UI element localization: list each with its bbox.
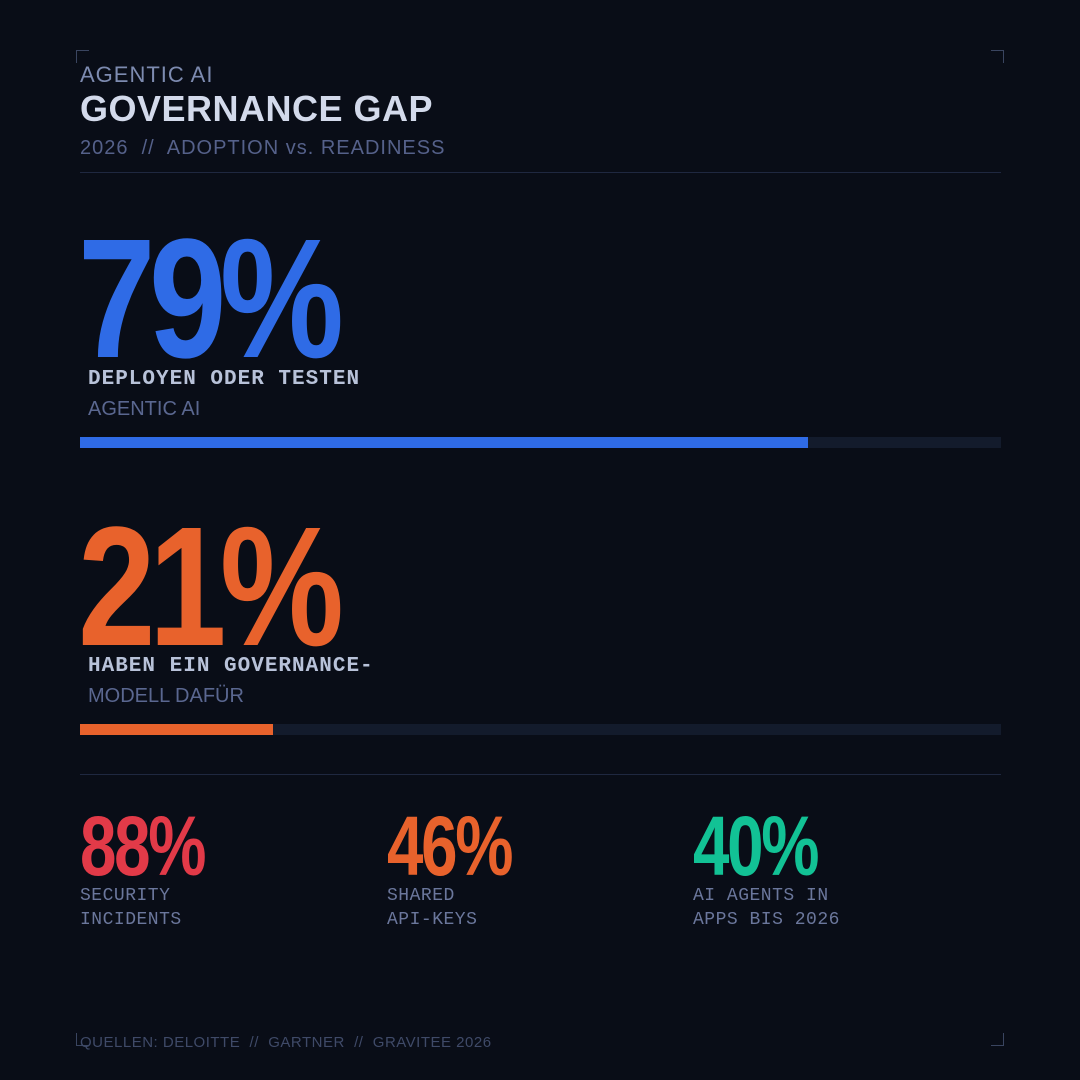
corner-bracket-top-left	[76, 50, 89, 63]
sources-footer: QUELLEN: DELOITTE // GARTNER // GRAVITEE…	[80, 1034, 492, 1051]
corner-bracket-bottom-right	[991, 1033, 1004, 1046]
mini-stat-agents-label: AI AGENTS IN APPS BIS 2026	[693, 884, 840, 932]
mini-stat-security-line2: INCIDENTS	[80, 910, 182, 930]
stat-adoption-sublabel: AGENTIC AI	[88, 398, 201, 420]
stat-adoption-value: 79%	[78, 204, 344, 394]
corner-bracket-bottom-left	[76, 1033, 89, 1046]
kicker: AGENTIC AI	[80, 62, 214, 87]
mini-stat-security-value: 88%	[80, 799, 206, 893]
divider-middle	[80, 774, 1001, 775]
progress-fill-adoption	[80, 437, 808, 448]
progress-track-adoption	[80, 437, 1001, 448]
subtitle: 2026 // ADOPTION vs. READINESS	[80, 137, 446, 159]
progress-fill-governance	[80, 724, 274, 735]
stat-governance-sublabel: MODELL DAFÜR	[88, 685, 244, 707]
stat-governance-label: HABEN EIN GOVERNANCE-	[88, 655, 374, 678]
mini-stat-security-label: SECURITY INCIDENTS	[80, 884, 182, 932]
divider-top	[80, 172, 1001, 173]
page-title: GOVERNANCE GAP	[80, 88, 434, 129]
mini-stat-apikeys-value: 46%	[387, 799, 513, 893]
mini-stat-security-line1: SECURITY	[80, 886, 171, 906]
mini-stat-agents-value: 40%	[693, 799, 819, 893]
stat-governance-value: 21%	[78, 492, 344, 682]
progress-track-governance	[80, 724, 1001, 735]
corner-bracket-top-right	[991, 50, 1004, 63]
mini-stat-apikeys-line2: API-KEYS	[387, 910, 478, 930]
mini-stat-agents-line1: AI AGENTS IN	[693, 886, 829, 906]
mini-stat-apikeys-line1: SHARED	[387, 886, 455, 906]
mini-stat-apikeys-label: SHARED API-KEYS	[387, 884, 477, 932]
stat-adoption-label: DEPLOYEN ODER TESTEN	[88, 368, 361, 391]
mini-stat-agents-line2: APPS BIS 2026	[693, 910, 840, 930]
